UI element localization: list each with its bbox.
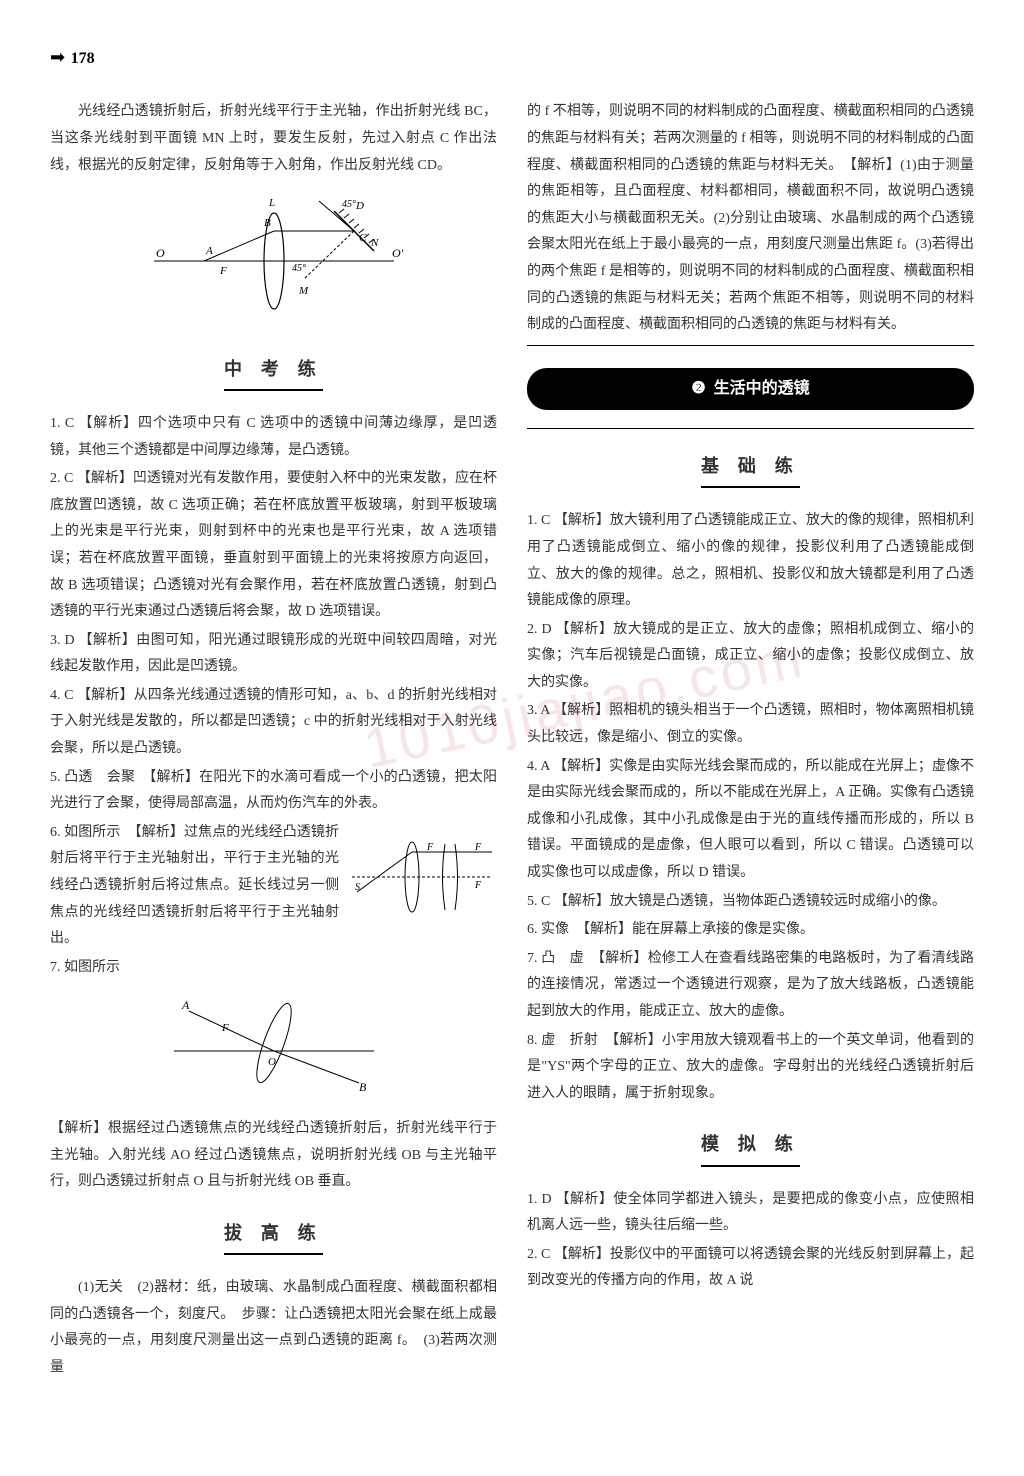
- exercise-item: 8. 虚 折射 【解析】小宇用放大镜观看书上的一个英文单词，他看到的是"YS"两…: [527, 1028, 974, 1108]
- lesson-number-icon: ❷: [691, 380, 705, 397]
- svg-text:B: B: [359, 1080, 367, 1093]
- svg-text:B: B: [264, 217, 271, 229]
- svg-text:A: A: [181, 998, 190, 1012]
- exercise-item: 6. 实像 【解析】能在屏幕上承接的像是实像。: [527, 917, 974, 944]
- exercise-item: 1. C 【解析】四个选项中只有 C 选项中的透镜中间薄边缘厚，是凹透镜，其他三…: [50, 411, 497, 464]
- content-columns: 光线经凸透镜折射后，折射光线平行于主光轴，作出折射光线 BC，当这条光线射到平面…: [50, 99, 974, 1381]
- exercise-item: 5. C 【解析】放大镜是凸透镜，当物体距凸透镜较远时成缩小的像。: [527, 889, 974, 916]
- exercise-item: 5. 凸透 会聚 【解析】在阳光下的水滴可看成一个小的凸透镜，把太阳光进行了会聚…: [50, 765, 497, 818]
- continuation-paragraph: 的 f 不相等，则说明不同的材料制成的凸面程度、横截面积相同的凸透镜的焦距与材料…: [527, 99, 974, 338]
- svg-text:F: F: [474, 880, 482, 891]
- svg-text:F: F: [221, 1022, 229, 1034]
- svg-text:F: F: [474, 842, 482, 853]
- analysis-paragraph: 【解析】根据经过凸透镜焦点的光线经凸透镜折射后，折射光线平行于主光轴。入射光线 …: [50, 1116, 497, 1196]
- heading-text: 模 拟 练: [701, 1127, 800, 1166]
- divider: [527, 345, 974, 346]
- page-arrow-icon: ➡: [50, 47, 65, 67]
- exercise-item: 3. D 【解析】由图可知，阳光通过眼镜形成的光斑中间较四周暗，对光线起发散作用…: [50, 628, 497, 681]
- svg-text:A: A: [205, 245, 213, 257]
- section-heading-zhongkao: 中 考 练: [50, 352, 497, 393]
- lens-ray-diagram-6: S F F F: [347, 832, 497, 933]
- divider: [527, 428, 974, 429]
- svg-text:45°: 45°: [342, 199, 356, 210]
- lesson-title-text: 生活中的透镜: [714, 380, 810, 397]
- section-heading-moni: 模 拟 练: [527, 1127, 974, 1168]
- svg-text:S: S: [355, 882, 360, 893]
- exercise-item: (1)无关 (2)器材：纸，由玻璃、水晶制成凸面程度、横截面积都相同的凸透镜各一…: [50, 1275, 497, 1381]
- section-heading-bagao: 拔 高 练: [50, 1216, 497, 1257]
- exercise-item: 2. C 【解析】凹透镜对光有发散作用，要使射入杯中的光束发散，应在杯底放置凹透…: [50, 466, 497, 626]
- heading-text: 拔 高 练: [224, 1216, 323, 1255]
- svg-text:45°: 45°: [292, 263, 306, 274]
- exercise-item: 1. C 【解析】放大镜利用了凸透镜能成正立、放大的像的规律，照相机利用了凸透镜…: [527, 508, 974, 614]
- lens-reflection-diagram: O O' A F B L 45° D C N: [50, 191, 497, 332]
- svg-text:M: M: [298, 285, 309, 297]
- lens-ray-diagram-7: A F O B: [50, 993, 497, 1104]
- exercise-item: 7. 凸 虚 【解析】检修工人在查看线路密集的电路板时，为了看清线路的连接情况，…: [527, 946, 974, 1026]
- exercise-item: 4. C 【解析】从四条光线通过透镜的情形可知，a、b、d 的折射光线相对于入射…: [50, 683, 497, 763]
- page-number: 178: [71, 44, 95, 74]
- page-number-container: ➡ 178: [50, 40, 974, 99]
- exercise-item: 4. A 【解析】实像是由实际光线会聚而成的，所以能成在光屏上；虚像不是由实际光…: [527, 754, 974, 887]
- exercise-item: 2. D 【解析】放大镜成的是正立、放大的虚像；照相机成倒立、缩小的实像；汽车后…: [527, 617, 974, 697]
- svg-text:F: F: [219, 265, 227, 277]
- svg-text:D: D: [355, 200, 364, 212]
- exercise-item: 2. C 【解析】投影仪中的平面镜可以将透镜会聚的光线反射到屏幕上，起到改变光的…: [527, 1242, 974, 1295]
- svg-text:O: O: [268, 1056, 276, 1068]
- svg-text:L: L: [268, 197, 275, 209]
- svg-text:O: O: [156, 246, 165, 260]
- right-column: 的 f 不相等，则说明不同的材料制成的凸面程度、横截面积相同的凸透镜的焦距与材料…: [527, 99, 974, 1381]
- svg-text:O': O': [392, 246, 404, 260]
- svg-text:F: F: [426, 842, 434, 853]
- lesson-title: ❷ 生活中的透镜: [527, 368, 974, 410]
- heading-text: 基 础 练: [701, 449, 800, 488]
- left-column: 光线经凸透镜折射后，折射光线平行于主光轴，作出折射光线 BC，当这条光线射到平面…: [50, 99, 497, 1381]
- exercise-item: 1. D 【解析】使全体同学都进入镜头，是要把成的像变小点，应使照相机离人远一些…: [527, 1187, 974, 1240]
- svg-text:N: N: [370, 237, 379, 249]
- heading-text: 中 考 练: [224, 352, 323, 391]
- exercise-item: 7. 如图所示: [50, 955, 497, 982]
- intro-paragraph: 光线经凸透镜折射后，折射光线平行于主光轴，作出折射光线 BC，当这条光线射到平面…: [50, 99, 497, 179]
- exercise-item: 3. A 【解析】照相机的镜头相当于一个凸透镜，照相时，物体离照相机镜头比较远，…: [527, 698, 974, 751]
- section-heading-jichu: 基 础 练: [527, 449, 974, 490]
